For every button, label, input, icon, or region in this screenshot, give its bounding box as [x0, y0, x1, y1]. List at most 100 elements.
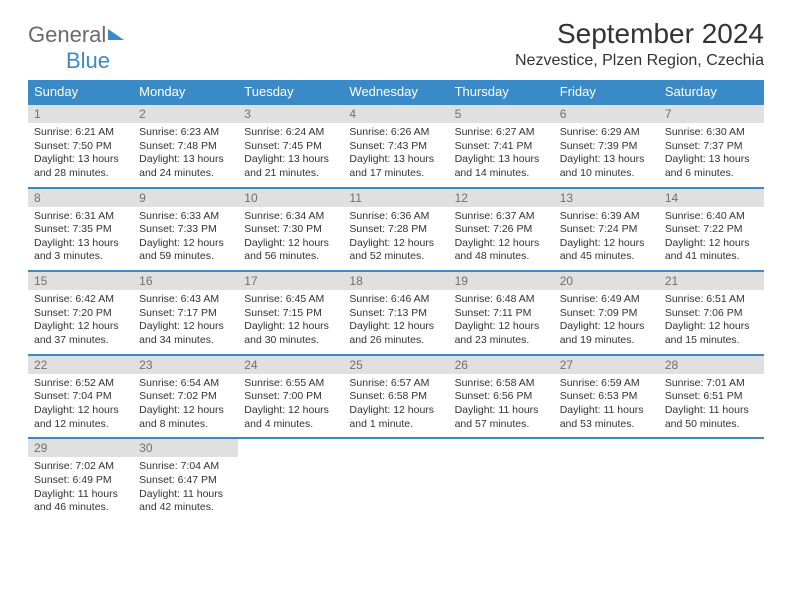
day-number: 12 — [449, 188, 554, 207]
day-cell: Sunrise: 7:04 AMSunset: 6:47 PMDaylight:… — [133, 457, 238, 521]
empty-cell — [343, 438, 448, 457]
sunrise: Sunrise: 6:57 AM — [349, 377, 442, 391]
day-number: 20 — [554, 271, 659, 290]
sunrise: Sunrise: 6:54 AM — [139, 377, 232, 391]
sunset: Sunset: 7:22 PM — [665, 223, 758, 237]
dow-saturday: Saturday — [659, 80, 764, 104]
sunrise: Sunrise: 6:21 AM — [34, 126, 127, 140]
day-number: 24 — [238, 355, 343, 374]
sunrise: Sunrise: 6:49 AM — [560, 293, 653, 307]
logo: General Blue — [28, 22, 124, 74]
day-cell: Sunrise: 6:49 AMSunset: 7:09 PMDaylight:… — [554, 290, 659, 355]
dow-wednesday: Wednesday — [343, 80, 448, 104]
daylight: Daylight: 13 hours and 17 minutes. — [349, 153, 442, 180]
sunrise: Sunrise: 6:27 AM — [455, 126, 548, 140]
day-cell: Sunrise: 6:37 AMSunset: 7:26 PMDaylight:… — [449, 207, 554, 272]
sunset: Sunset: 7:50 PM — [34, 140, 127, 154]
week-row: Sunrise: 6:21 AMSunset: 7:50 PM Daylight:… — [28, 123, 764, 188]
sunrise: Sunrise: 6:37 AM — [455, 210, 548, 224]
day-cell: Sunrise: 6:27 AMSunset: 7:41 PMDaylight:… — [449, 123, 554, 188]
daylight: Daylight: 12 hours and 34 minutes. — [139, 320, 232, 347]
day-cell: Sunrise: 6:36 AMSunset: 7:28 PMDaylight:… — [343, 207, 448, 272]
sunrise: Sunrise: 6:58 AM — [455, 377, 548, 391]
sunset: Sunset: 6:47 PM — [139, 474, 232, 488]
sunrise: Sunrise: 7:02 AM — [34, 460, 127, 474]
sunset: Sunset: 7:24 PM — [560, 223, 653, 237]
daynum-row: 22232425262728 — [28, 355, 764, 374]
sunset: Sunset: 7:04 PM — [34, 390, 127, 404]
sunset: Sunset: 7:45 PM — [244, 140, 337, 154]
sunset: Sunset: 7:06 PM — [665, 307, 758, 321]
dow-monday: Monday — [133, 80, 238, 104]
sunset: Sunset: 7:11 PM — [455, 307, 548, 321]
day-cell: Sunrise: 6:23 AMSunset: 7:48 PMDaylight:… — [133, 123, 238, 188]
dow-tuesday: Tuesday — [238, 80, 343, 104]
daylight: Daylight: 13 hours and 24 minutes. — [139, 153, 232, 180]
daylight: Daylight: 13 hours and 14 minutes. — [455, 153, 548, 180]
logo-part2: Blue — [66, 48, 110, 73]
day-cell: Sunrise: 6:40 AMSunset: 7:22 PMDaylight:… — [659, 207, 764, 272]
daylight: Daylight: 11 hours and 50 minutes. — [665, 404, 758, 431]
sunset: Sunset: 7:28 PM — [349, 223, 442, 237]
daynum-row: 15161718192021 — [28, 271, 764, 290]
day-number: 9 — [133, 188, 238, 207]
empty-cell — [449, 457, 554, 521]
logo-triangle-icon — [108, 29, 124, 40]
day-number: 8 — [28, 188, 133, 207]
sunset: Sunset: 6:53 PM — [560, 390, 653, 404]
day-cell: Sunrise: 6:54 AMSunset: 7:02 PMDaylight:… — [133, 374, 238, 439]
header: General Blue September 2024 Nezvestice, … — [28, 18, 764, 74]
daylight: Daylight: 11 hours and 42 minutes. — [139, 488, 232, 515]
empty-cell — [238, 438, 343, 457]
sunset: Sunset: 6:56 PM — [455, 390, 548, 404]
day-number: 28 — [659, 355, 764, 374]
daylight: Daylight: 12 hours and 26 minutes. — [349, 320, 442, 347]
sunset: Sunset: 7:13 PM — [349, 307, 442, 321]
sunset: Sunset: 7:37 PM — [665, 140, 758, 154]
day-number: 15 — [28, 271, 133, 290]
sunset: Sunset: 6:58 PM — [349, 390, 442, 404]
week-row: Sunrise: 6:42 AMSunset: 7:20 PMDaylight:… — [28, 290, 764, 355]
daylight: Daylight: 12 hours and 30 minutes. — [244, 320, 337, 347]
sunrise: Sunrise: 6:52 AM — [34, 377, 127, 391]
week-row: Sunrise: 6:52 AMSunset: 7:04 PMDaylight:… — [28, 374, 764, 439]
dow-row: SundayMondayTuesdayWednesdayThursdayFrid… — [28, 80, 764, 104]
empty-cell — [659, 438, 764, 457]
daylight: Daylight: 12 hours and 12 minutes. — [34, 404, 127, 431]
daylight: Daylight: 11 hours and 57 minutes. — [455, 404, 548, 431]
daylight: Daylight: 12 hours and 19 minutes. — [560, 320, 653, 347]
day-cell: Sunrise: 7:01 AMSunset: 6:51 PMDaylight:… — [659, 374, 764, 439]
sunrise: Sunrise: 6:23 AM — [139, 126, 232, 140]
sunrise: Sunrise: 7:04 AM — [139, 460, 232, 474]
sunrise: Sunrise: 6:55 AM — [244, 377, 337, 391]
day-cell: Sunrise: 6:45 AMSunset: 7:15 PMDaylight:… — [238, 290, 343, 355]
daylight: Daylight: 13 hours and 3 minutes. — [34, 237, 127, 264]
day-cell: Sunrise: 6:59 AMSunset: 6:53 PMDaylight:… — [554, 374, 659, 439]
sunset: Sunset: 7:39 PM — [560, 140, 653, 154]
sunrise: Sunrise: 6:31 AM — [34, 210, 127, 224]
day-cell: Sunrise: 6:57 AMSunset: 6:58 PMDaylight:… — [343, 374, 448, 439]
daylight: Daylight: 12 hours and 59 minutes. — [139, 237, 232, 264]
day-number: 3 — [238, 104, 343, 123]
sunset: Sunset: 7:43 PM — [349, 140, 442, 154]
day-number: 16 — [133, 271, 238, 290]
sunset: Sunset: 7:17 PM — [139, 307, 232, 321]
daynum-row: 1234567 — [28, 104, 764, 123]
sunrise: Sunrise: 6:29 AM — [560, 126, 653, 140]
day-number: 10 — [238, 188, 343, 207]
sunrise: Sunrise: 6:59 AM — [560, 377, 653, 391]
sunrise: Sunrise: 6:45 AM — [244, 293, 337, 307]
calendar-body: SundayMondayTuesdayWednesdayThursdayFrid… — [28, 80, 764, 521]
day-cell: Sunrise: 6:26 AMSunset: 7:43 PMDaylight:… — [343, 123, 448, 188]
day-number: 29 — [28, 438, 133, 457]
sunrise: Sunrise: 6:39 AM — [560, 210, 653, 224]
dow-friday: Friday — [554, 80, 659, 104]
day-cell: Sunrise: 6:51 AMSunset: 7:06 PMDaylight:… — [659, 290, 764, 355]
location: Nezvestice, Plzen Region, Czechia — [515, 52, 764, 70]
sunset: Sunset: 6:51 PM — [665, 390, 758, 404]
week-row: Sunrise: 6:31 AMSunset: 7:35 PMDaylight:… — [28, 207, 764, 272]
sunrise: Sunrise: 6:26 AM — [349, 126, 442, 140]
empty-cell — [343, 457, 448, 521]
day-cell: Sunrise: 6:29 AMSunset: 7:39 PMDaylight:… — [554, 123, 659, 188]
empty-cell — [238, 457, 343, 521]
